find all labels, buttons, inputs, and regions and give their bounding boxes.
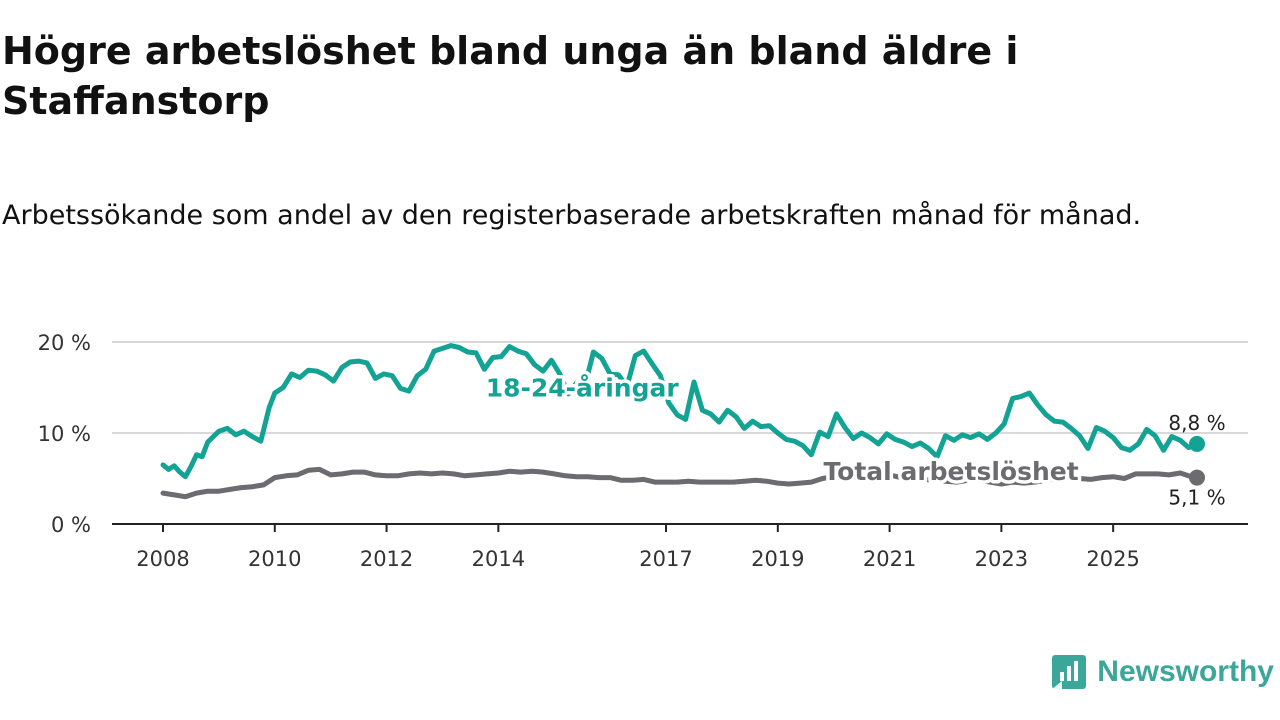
youth-end-point bbox=[1189, 435, 1205, 452]
brand-name: Newsworthy bbox=[1097, 655, 1274, 688]
x-tick-label: 2019 bbox=[751, 547, 804, 571]
x-tick-label: 2017 bbox=[639, 547, 692, 571]
total-end-label: 5,1 % bbox=[1168, 486, 1225, 510]
series-layer bbox=[160, 343, 1200, 500]
newsworthy-logo-icon bbox=[1052, 655, 1087, 689]
total-series-line bbox=[160, 466, 1200, 500]
x-tick-label: 2023 bbox=[975, 547, 1028, 571]
youth-end-label: 8,8 % bbox=[1168, 411, 1225, 435]
line-chart: 0 % 10 % 20 % 2008 2010 2012 2014 2017 2019 2021 2… bbox=[38, 331, 1248, 571]
x-tick-label: 2010 bbox=[248, 547, 301, 571]
y-tick-label: 0 % bbox=[51, 513, 91, 537]
total-end-point bbox=[1189, 469, 1205, 486]
y-tick-label: 20 % bbox=[38, 331, 91, 355]
chart-subtitle: Arbetssökande som andel av den registerb… bbox=[2, 200, 1142, 231]
youth-series-label: 18-24-åringar bbox=[486, 374, 680, 403]
grid-layer bbox=[112, 341, 1248, 434]
youth-series-line bbox=[160, 343, 1200, 480]
x-tick-label: 2008 bbox=[136, 547, 189, 571]
brand: Newsworthy bbox=[1051, 654, 1274, 690]
x-tick-label: 2021 bbox=[863, 547, 916, 571]
chart-title: Högre arbetslöshet bland unga än bland ä… bbox=[2, 29, 1019, 123]
x-tick-label: 2012 bbox=[360, 547, 413, 571]
y-tick-label: 10 % bbox=[38, 422, 91, 446]
label-layer: 8,8 % 5,1 % 18-24-åringar Total arbetslöshe… bbox=[482, 370, 1225, 510]
axis-layer: 0 % 10 % 20 % 2008 2010 2012 2014 2017 2019 2021 2… bbox=[38, 331, 1248, 571]
x-tick-label: 2025 bbox=[1086, 547, 1139, 571]
x-tick-label: 2014 bbox=[472, 547, 525, 571]
total-series-label: Total arbetslöshet bbox=[823, 457, 1078, 486]
